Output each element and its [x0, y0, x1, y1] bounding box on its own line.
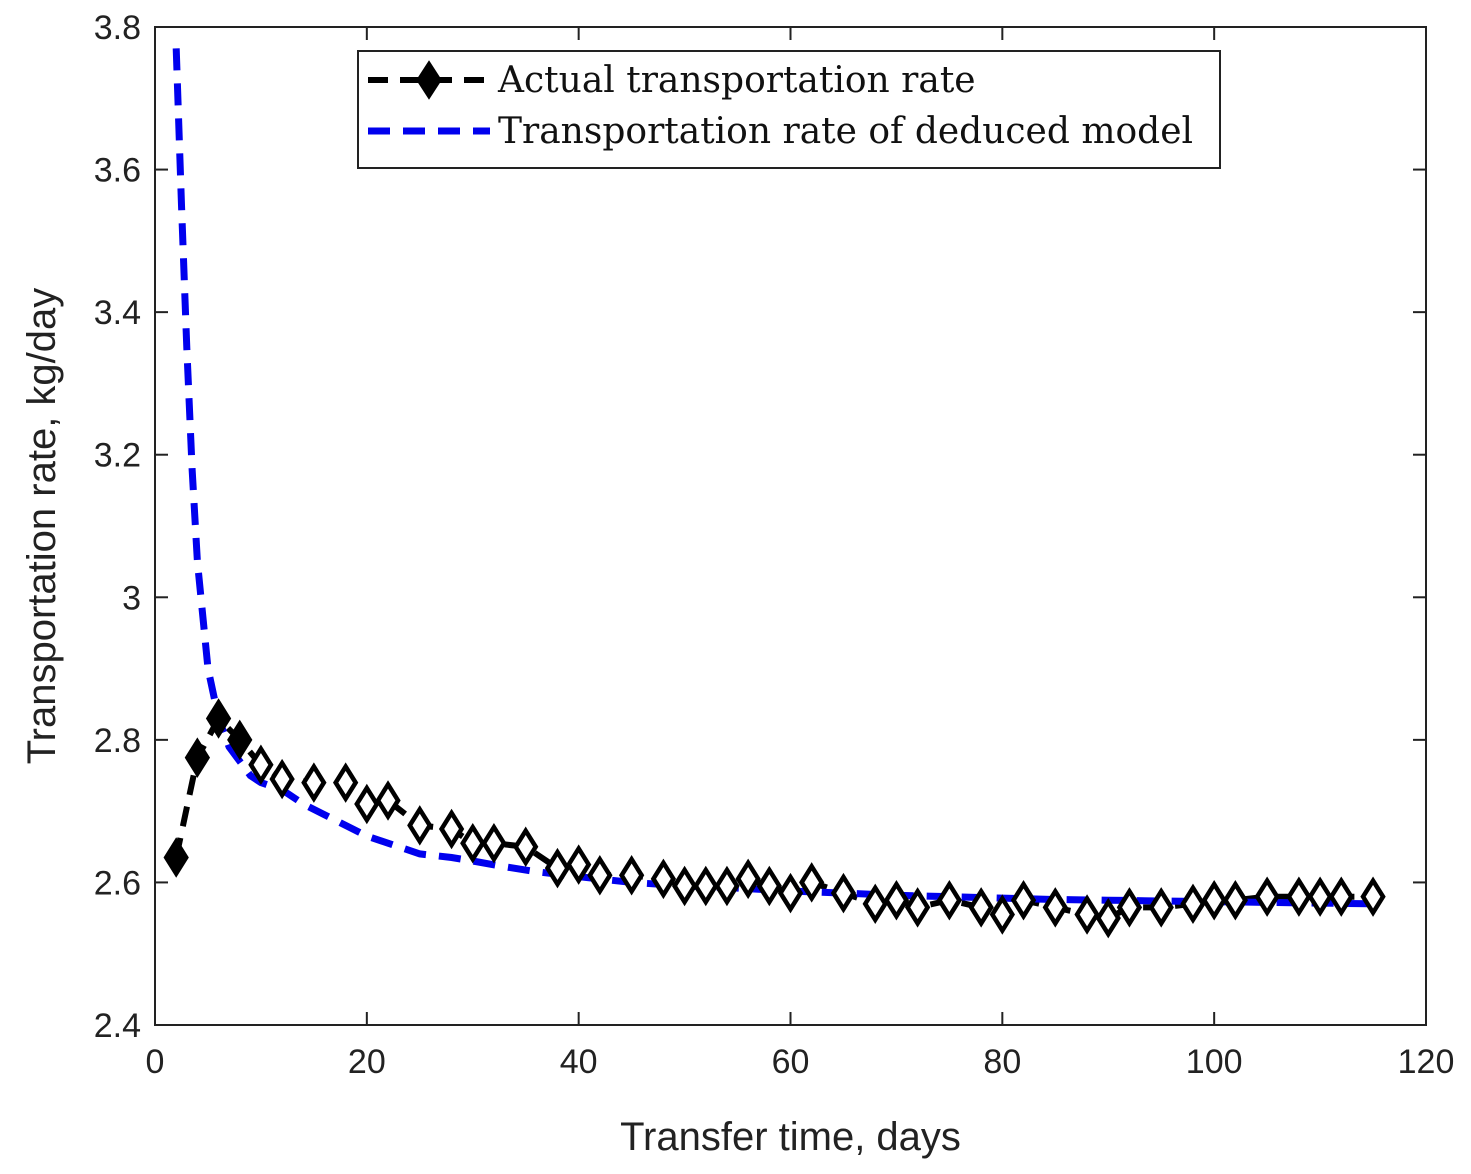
legend-diamond-marker: [416, 60, 442, 100]
data-point-actual: [1116, 887, 1143, 928]
x-tick-label: 80: [983, 1043, 1021, 1081]
data-point-actual: [354, 783, 380, 825]
data-point-actual: [1074, 894, 1100, 935]
y-tick-label: 3: [122, 579, 141, 617]
data-point-actual: [184, 737, 211, 778]
data-point-actual: [693, 865, 719, 907]
data-point-actual: [714, 865, 740, 907]
legend-box: [357, 50, 1221, 169]
x-tick-label: 60: [772, 1043, 810, 1081]
y-tick-label: 3.2: [94, 437, 141, 475]
data-point-actual: [1360, 876, 1386, 917]
data-point-actual: [301, 762, 327, 803]
plot-frame: [154, 26, 1427, 1026]
data-point-actual: [1286, 876, 1312, 917]
data-point-actual: [1148, 887, 1174, 928]
data-point-actual: [883, 880, 910, 921]
data-point-actual: [777, 872, 804, 914]
data-point-actual: [1254, 876, 1280, 917]
data-point-actual: [1095, 897, 1121, 939]
data-point-actual: [205, 698, 232, 739]
data-point-actual: [332, 762, 359, 803]
data-point-actual: [1010, 880, 1037, 921]
data-point-actual: [1042, 887, 1068, 928]
data-point-actual: [799, 862, 825, 903]
data-point-actual: [735, 858, 761, 900]
data-point-actual: [650, 858, 677, 900]
data-point-actual: [671, 865, 698, 907]
data-point-actual: [1201, 880, 1227, 921]
data-point-actual: [248, 744, 274, 786]
data-point-actual: [1222, 880, 1249, 921]
tick-labels: 0 20 40 60 80 100 120 2.4 2.6 2.8 3 3.2 3.4 3.6 3.8: [94, 9, 1455, 1081]
data-point-actual: [407, 805, 433, 846]
data-point-actual: [756, 865, 782, 907]
data-point-actual: [544, 847, 571, 889]
data-point-actual: [587, 855, 613, 896]
data-point-actual: [830, 872, 857, 914]
y-tick-label: 2.6: [94, 864, 141, 902]
x-tick-label: 0: [146, 1043, 165, 1081]
data-point-actual: [460, 822, 486, 864]
data-point-actual: [227, 719, 253, 761]
x-axis-label: Transfer time, days: [620, 1115, 961, 1159]
data-point-actual: [163, 837, 189, 878]
legend-entry-actual: Actual transportation rate: [497, 60, 976, 101]
data-point-actual: [618, 855, 645, 896]
data-point-actual: [438, 808, 465, 850]
legend: Actual transportation rate Transportatio…: [357, 50, 1221, 169]
data-point-actual: [936, 880, 963, 921]
y-axis-label: Transportation rate, kg/day: [20, 288, 64, 765]
data-point-actual: [269, 758, 295, 800]
x-tick-label: 40: [560, 1043, 598, 1081]
data-point-actual: [1307, 876, 1333, 917]
data-point-actual: [566, 844, 592, 885]
data-point-actual: [862, 883, 888, 925]
data-point-actual: [968, 887, 994, 928]
data-point-actual: [481, 822, 507, 864]
data-point-actual: [375, 780, 401, 821]
y-tick-label: 2.4: [94, 1007, 141, 1045]
data-point-actual: [1180, 883, 1206, 925]
data-point-actual: [904, 887, 931, 928]
x-tick-label: 100: [1186, 1043, 1243, 1081]
data-point-actual: [513, 826, 539, 868]
data-point-actual: [1328, 876, 1354, 917]
x-tick-label: 20: [348, 1043, 386, 1081]
y-tick-label: 3.6: [94, 152, 141, 190]
y-tick-label: 3.4: [94, 294, 141, 332]
series-layer: [163, 48, 1386, 939]
y-tick-label: 3.8: [94, 9, 141, 47]
legend-entry-model: Transportation rate of deduced model: [498, 111, 1193, 152]
x-tick-label: 120: [1398, 1043, 1455, 1081]
data-point-actual: [989, 894, 1015, 935]
y-tick-label: 2.8: [94, 722, 141, 760]
